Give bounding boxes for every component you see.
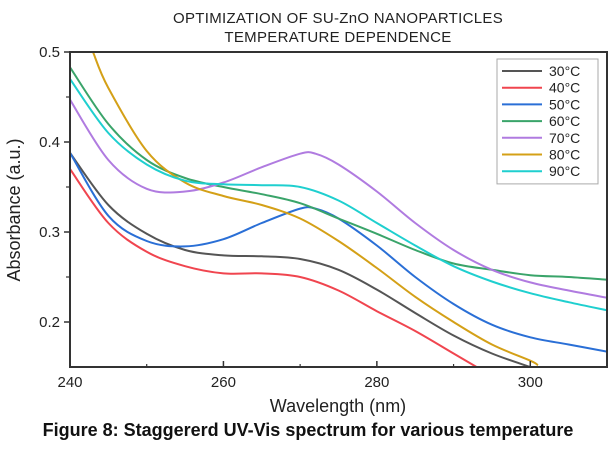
legend-label: 50°C <box>549 96 580 112</box>
plot-frame <box>69 51 608 368</box>
series-line-40c <box>70 168 478 367</box>
series-layer <box>70 52 607 367</box>
y-tick-label: 0.2 <box>39 314 60 331</box>
series-line-70c <box>70 99 607 299</box>
x-axis-label: Wavelength (nm) <box>270 396 406 416</box>
series-line-80c <box>92 52 539 367</box>
uv-vis-chart: OPTIMIZATION OF SU-ZnO NANOPARTICLES TEM… <box>4 10 608 416</box>
legend-label: 40°C <box>549 80 580 96</box>
y-tick-label: 0.5 <box>39 44 60 61</box>
y-tick-label: 0.4 <box>39 134 60 151</box>
x-tick-label: 260 <box>211 374 236 391</box>
legend-label: 30°C <box>549 63 580 79</box>
figure-caption: Figure 8: Staggererd UV-Vis spectrum for… <box>42 420 574 440</box>
series-line-60c <box>70 66 607 281</box>
y-axis-label: Absorbance (a.u.) <box>4 138 24 281</box>
legend: 30°C40°C50°C60°C70°C80°C90°C <box>496 58 599 185</box>
legend-label: 60°C <box>549 113 580 129</box>
series-line-90c <box>70 78 607 312</box>
x-tick-label: 240 <box>57 374 82 391</box>
legend-label: 80°C <box>549 147 580 163</box>
axes-layer: 240 260 280 300 0.2 0.3 0.4 0.5 <box>39 44 543 391</box>
legend-label: 70°C <box>549 130 580 146</box>
y-tick-label: 0.3 <box>39 224 60 241</box>
series-line-30c <box>70 152 531 367</box>
series-line-50c <box>70 152 607 353</box>
legend-label: 90°C <box>549 163 580 179</box>
chart-title-line-2: TEMPERATURE DEPENDENCE <box>224 29 451 46</box>
x-tick-label: 300 <box>518 374 543 391</box>
x-tick-label: 280 <box>364 374 389 391</box>
chart-title-line-1: OPTIMIZATION OF SU-ZnO NANOPARTICLES <box>173 10 503 27</box>
